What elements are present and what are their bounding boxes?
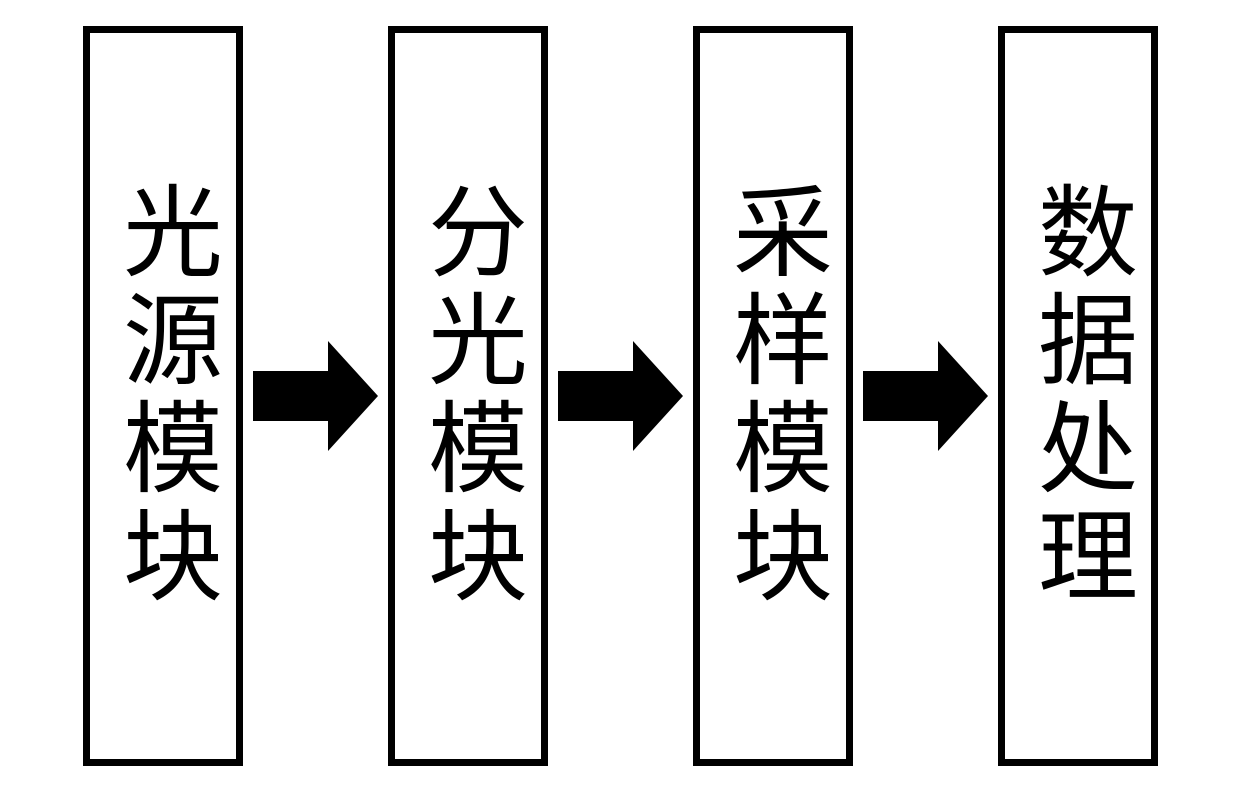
flowchart-container: 光源模块 分光模块 采样模块 数据处理 <box>83 26 1158 766</box>
flowchart-arrow <box>558 341 683 451</box>
flowchart-node: 采样模块 <box>693 26 853 766</box>
flowchart-node: 光源模块 <box>83 26 243 766</box>
flowchart-node-label: 光源模块 <box>113 180 213 612</box>
flowchart-arrow <box>253 341 378 451</box>
flowchart-node-label: 数据处理 <box>1028 180 1128 612</box>
flowchart-arrow <box>863 341 988 451</box>
flowchart-node-label: 采样模块 <box>723 180 823 612</box>
flowchart-node: 分光模块 <box>388 26 548 766</box>
flowchart-node-label: 分光模块 <box>418 180 518 612</box>
flowchart-node: 数据处理 <box>998 26 1158 766</box>
